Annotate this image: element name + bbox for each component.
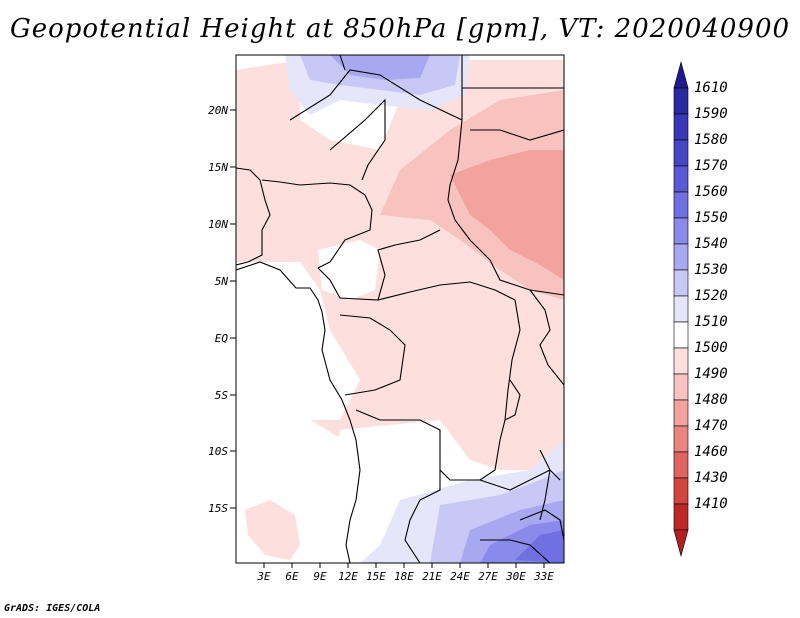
lat-label: 15N: [208, 161, 228, 174]
boundary-north-line: [339, 55, 346, 71]
lat-label: 20N: [208, 104, 228, 117]
colorbar-swatch: [673, 373, 689, 401]
boundary-car-south: [377, 281, 516, 301]
lon-label: 9E: [313, 570, 327, 583]
map-title: Geopotential Height at 850hPa [gpm], VT:…: [9, 14, 791, 44]
colorbar-swatch: [673, 139, 689, 167]
lon-label: 15E: [366, 570, 386, 583]
colorbar-label: 1550: [694, 210, 728, 226]
lon-label: 12E: [338, 570, 358, 583]
colorbar-swatch: [673, 269, 689, 297]
colorbar-swatch: [673, 503, 689, 531]
boundary-libya-egypt: [461, 55, 564, 89]
colorbar-label: 1570: [694, 158, 728, 174]
colorbar-swatch: [673, 347, 689, 375]
colorbar-label: 1560: [694, 184, 728, 200]
colorbar-label: 1580: [694, 132, 728, 148]
country-boundaries: [236, 55, 564, 563]
boundary-congo: [339, 314, 406, 396]
map-frame: [235, 54, 565, 564]
colorbar-swatch: [673, 399, 689, 427]
colorbar-swatch: [673, 243, 689, 271]
boundary-cameroon: [317, 229, 441, 301]
lat-label: 10N: [208, 218, 228, 231]
field-1510-south: [330, 420, 500, 560]
coastline-gulf-of-guinea: [236, 261, 361, 563]
lon-label: 3E: [256, 570, 271, 583]
colorbar-label: 1460: [694, 444, 728, 460]
boundary-drc-east: [355, 299, 521, 481]
lat-label: 5N: [215, 275, 229, 288]
latitude-axis: 20N 15N 10N 5N EQ 5S 10S 15S: [208, 104, 236, 515]
boundary-niger-south: [329, 98, 386, 181]
field-1540-north: [330, 55, 430, 80]
boundary-niger-chad: [289, 69, 463, 121]
colorbar-label: 1470: [694, 418, 728, 434]
height-field: [236, 55, 564, 563]
lat-label: 5S: [215, 389, 229, 402]
colorbar-labels: 1610 1590 1580 1570 1560 1550 1540 1530 …: [694, 80, 728, 512]
lat-label: 10S: [208, 445, 228, 458]
colorbar-swatch: [673, 425, 689, 453]
lon-label: 30E: [505, 570, 526, 583]
lat-label: EQ: [215, 332, 229, 345]
colorbar-swatch: [673, 451, 689, 479]
colorbar-label: 1520: [694, 288, 728, 304]
colorbar-swatch: [673, 321, 689, 349]
colorbar-label: 1410: [694, 496, 728, 512]
colorbar-label: 1490: [694, 366, 728, 382]
colorbar-label: 1540: [694, 236, 728, 252]
colorbar-swatch: [673, 477, 689, 505]
lon-label: 27E: [478, 570, 498, 583]
colorbar: [673, 60, 689, 558]
boundary-southeast-2: [480, 539, 551, 563]
boundary-angola: [404, 470, 441, 563]
field-1510-center: [318, 240, 380, 300]
colorbar-label: 1530: [694, 262, 728, 278]
boundary-nigeria: [261, 179, 373, 269]
field-1480-region: [450, 150, 564, 280]
colorbar-swatch: [673, 165, 689, 193]
boundary-zambia: [479, 469, 561, 491]
boundary-sudan-north: [470, 129, 564, 141]
colorbar-swatch: [673, 87, 689, 115]
colorbar-swatch: [673, 191, 689, 219]
lat-label: 15S: [208, 502, 228, 515]
boundary-southeast: [519, 509, 564, 541]
lon-label: 21E: [422, 570, 442, 583]
colorbar-label: 1500: [694, 340, 728, 356]
field-1500-southwest: [245, 500, 300, 560]
colorbar-label: 1590: [694, 106, 728, 122]
field-1560-southeast: [515, 530, 564, 563]
colorbar-label: 1430: [694, 470, 728, 486]
colorbar-swatch: [673, 295, 689, 323]
boundary-east-africa: [529, 289, 564, 386]
grads-credit: GrADS: IGES/COLA: [4, 603, 101, 614]
longitude-axis: 3E 6E 9E 12E 15E 18E 21E 24E 27E 30E 33E: [256, 563, 554, 583]
coastline-lake: [504, 379, 521, 421]
lon-label: 24E: [450, 570, 470, 583]
colorbar-swatch: [673, 113, 689, 141]
colorbar-label: 1510: [694, 314, 728, 330]
boundary-chad-sudan: [447, 88, 564, 296]
lon-label: 33E: [533, 570, 554, 583]
colorbar-label: 1610: [694, 80, 728, 96]
colorbar-swatch: [673, 217, 689, 245]
coastline-west-africa: [236, 167, 271, 266]
coastline-lake-malawi: [539, 449, 551, 521]
colorbar-label: 1480: [694, 392, 728, 408]
colorbar-top-arrow: [673, 60, 689, 89]
lon-label: 6E: [285, 570, 299, 583]
lon-label: 18E: [394, 570, 414, 583]
colorbar-bottom-arrow: [673, 529, 689, 558]
field-1510-west: [236, 262, 360, 420]
